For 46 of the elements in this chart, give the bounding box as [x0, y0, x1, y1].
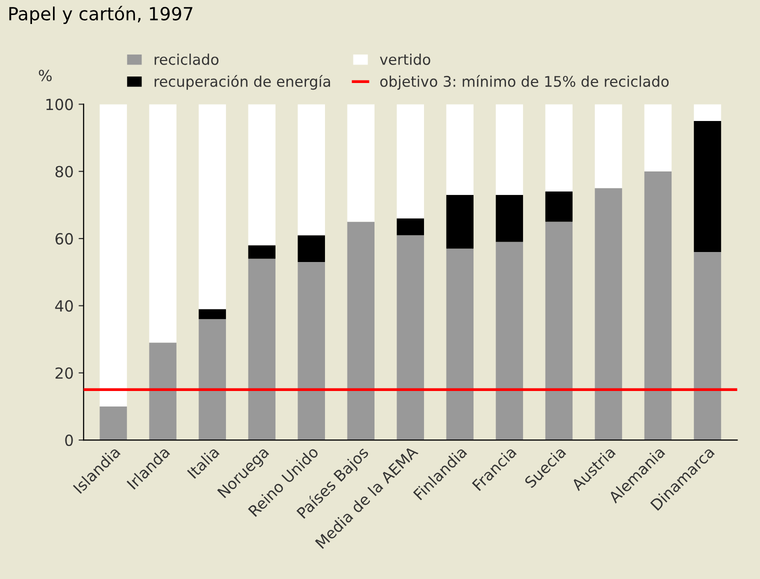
bar [298, 104, 325, 236]
bar [594, 188, 622, 440]
y-tick-label: 100 [46, 98, 73, 110]
bar [446, 194, 474, 249]
legend-label: recuperación de energía [154, 75, 330, 90]
y-axis-title: % [38, 70, 52, 82]
legend-label: reciclado [154, 54, 218, 65]
bar [594, 104, 622, 188]
bar [496, 104, 524, 195]
bar [446, 104, 474, 195]
bar [545, 104, 573, 192]
bar [396, 104, 424, 218]
bar [644, 171, 672, 440]
bar [100, 406, 127, 440]
bar [149, 342, 176, 440]
bar [644, 104, 672, 172]
bar [298, 262, 325, 440]
legend-label: objetivo 3: mínimo de 15% de reciclado [380, 75, 669, 90]
bar [446, 248, 474, 440]
bar [149, 104, 176, 343]
bar [347, 104, 374, 222]
bar [248, 245, 276, 259]
bar [396, 218, 424, 236]
bar [100, 104, 127, 406]
bar [347, 222, 374, 440]
bar [198, 104, 226, 310]
bar [694, 252, 722, 440]
bar [545, 192, 573, 222]
y-tick-label: 0 [65, 434, 73, 446]
y-tick-label: 60 [56, 233, 73, 245]
y-tick-label: 80 [55, 166, 73, 178]
legend-label: vertido [380, 54, 430, 65]
bar [198, 309, 226, 320]
bar [694, 104, 722, 122]
bar [198, 319, 226, 440]
bar [248, 258, 276, 440]
bar [545, 222, 573, 440]
y-tick-label: 20 [56, 367, 73, 379]
bar [496, 194, 524, 242]
bar [298, 235, 325, 262]
bar [694, 121, 722, 252]
bar [496, 242, 524, 440]
bar [248, 104, 276, 246]
chart-title: Papel y cartón, 1997 [9, 6, 192, 24]
bar [396, 235, 424, 440]
y-tick-label: 40 [55, 300, 73, 312]
